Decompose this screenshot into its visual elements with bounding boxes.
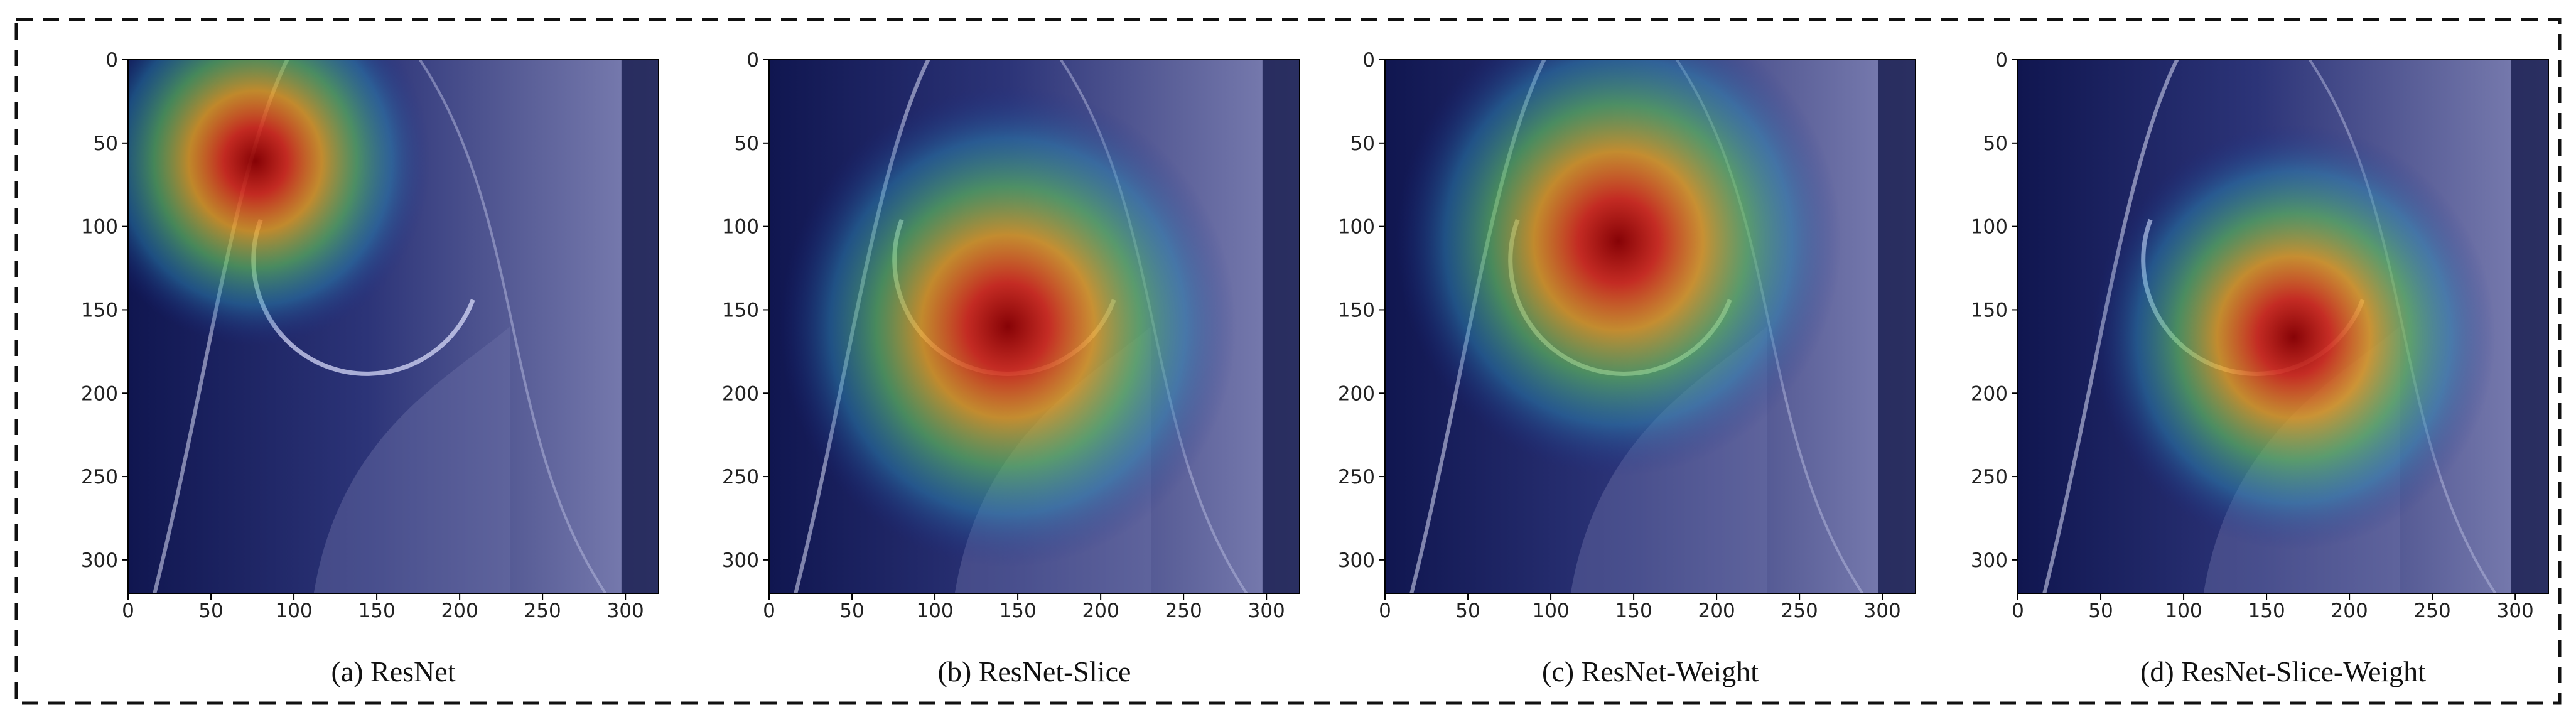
- y-tick-label: 100: [722, 216, 759, 239]
- y-tick-label: 150: [1971, 299, 2008, 321]
- x-tick-label: 150: [358, 600, 396, 622]
- y-tick-label: 250: [81, 466, 118, 488]
- x-tick-label: 250: [1781, 600, 1818, 622]
- y-tick-label: 200: [1338, 382, 1375, 405]
- image-panel: [128, 60, 659, 593]
- x-tick-label: 150: [1615, 600, 1652, 622]
- right-edge: [2511, 60, 2548, 593]
- x-tick-label: 0: [122, 600, 134, 622]
- x-tick-label: 50: [1455, 600, 1480, 622]
- x-tick-label: 200: [1082, 600, 1119, 622]
- y-tick-label: 250: [722, 466, 759, 488]
- x-tick-label: 50: [198, 600, 223, 622]
- y-tick-label: 100: [81, 216, 118, 239]
- right-edge: [621, 60, 659, 593]
- x-tick-label: 150: [2248, 600, 2285, 622]
- figure-border: [14, 18, 2562, 705]
- y-tick-label: 100: [1971, 216, 2008, 239]
- image-panel: [1385, 60, 1916, 593]
- y-tick-label: 0: [105, 49, 118, 72]
- panel-caption: (b) ResNet-Slice: [938, 655, 1131, 687]
- y-tick-label: 100: [1338, 216, 1375, 239]
- right-edge: [1878, 60, 1916, 593]
- x-tick-label: 200: [1698, 600, 1735, 622]
- x-tick-label: 200: [441, 600, 478, 622]
- x-tick-label: 50: [839, 600, 864, 622]
- attention-heatmap: [2092, 124, 2496, 551]
- y-tick-label: 300: [1338, 549, 1375, 572]
- y-tick-label: 200: [81, 382, 118, 405]
- x-tick-label: 300: [1248, 600, 1285, 622]
- x-tick-label: 250: [2414, 600, 2451, 622]
- axes-frame: [2017, 59, 2549, 594]
- axes-frame: [768, 59, 1300, 594]
- y-tick-label: 300: [722, 549, 759, 572]
- image-panel: [769, 60, 1300, 593]
- x-tick-label: 200: [2331, 600, 2368, 622]
- x-tick-label: 0: [1379, 600, 1391, 622]
- y-tick-label: 150: [81, 299, 118, 321]
- axes-frame: [1384, 59, 1916, 594]
- x-tick-label: 100: [1532, 600, 1569, 622]
- x-tick-label: 50: [2088, 600, 2113, 622]
- y-tick-label: 300: [81, 549, 118, 572]
- x-tick-label: 300: [1864, 600, 1901, 622]
- axes-frame: [127, 59, 659, 594]
- y-tick-label: 200: [1971, 382, 2008, 405]
- attention-heatmap: [779, 85, 1236, 568]
- x-tick-label: 250: [524, 600, 561, 622]
- y-tick-label: 150: [1338, 299, 1375, 321]
- panel-caption: (a) ResNet: [331, 655, 456, 687]
- y-tick-label: 250: [1338, 466, 1375, 488]
- x-tick-label: 100: [275, 600, 312, 622]
- y-tick-label: 0: [1995, 49, 2008, 72]
- x-tick-label: 0: [763, 600, 775, 622]
- x-tick-label: 100: [2165, 600, 2202, 622]
- x-tick-label: 100: [916, 600, 953, 622]
- x-tick-label: 150: [1000, 600, 1037, 622]
- x-tick-label: 250: [1165, 600, 1202, 622]
- y-tick-label: 50: [735, 132, 759, 155]
- soft-tissue: [419, 60, 607, 593]
- y-tick-label: 50: [1350, 132, 1375, 155]
- panel-caption: (c) ResNet-Weight: [1542, 655, 1759, 687]
- y-tick-label: 150: [722, 299, 759, 321]
- y-tick-label: 300: [1971, 549, 2008, 572]
- y-tick-label: 0: [746, 49, 759, 72]
- tibia: [313, 326, 510, 593]
- y-tick-label: 250: [1971, 466, 2008, 488]
- attention-heatmap: [1396, 60, 1841, 477]
- x-tick-label: 0: [2012, 600, 2024, 622]
- y-tick-label: 200: [722, 382, 759, 405]
- x-tick-label: 300: [2497, 600, 2534, 622]
- attention-heatmap: [128, 60, 431, 346]
- right-edge: [1262, 60, 1300, 593]
- panel-caption: (d) ResNet-Slice-Weight: [2140, 655, 2426, 687]
- image-panel: [2018, 60, 2548, 593]
- x-tick-label: 300: [607, 600, 644, 622]
- y-tick-label: 50: [94, 132, 118, 155]
- y-tick-label: 0: [1362, 49, 1375, 72]
- y-tick-label: 50: [1983, 132, 2008, 155]
